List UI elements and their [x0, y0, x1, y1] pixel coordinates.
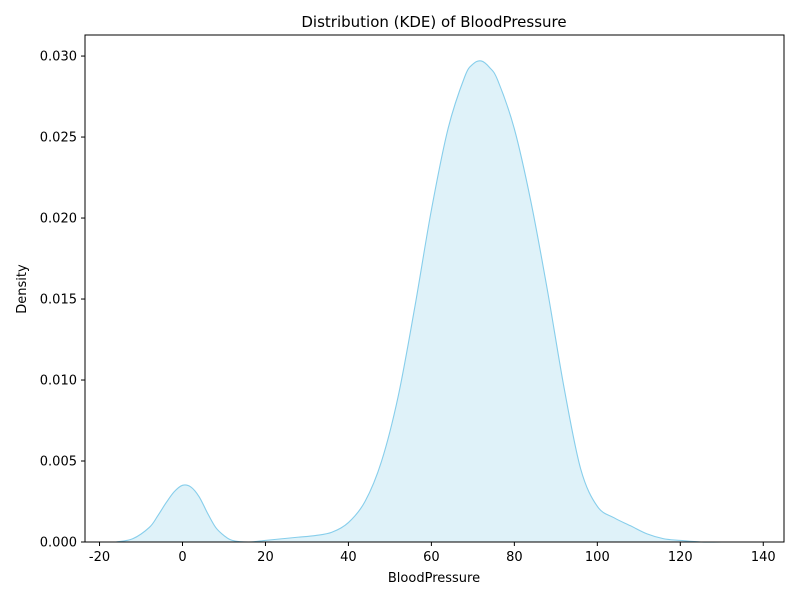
y-axis-label: Density: [15, 264, 30, 314]
y-tick-label: 0.005: [40, 455, 77, 470]
chart-title: Distribution (KDE) of BloodPressure: [301, 13, 566, 31]
x-tick-label: 80: [506, 550, 523, 565]
x-tick-label: 140: [751, 550, 776, 565]
x-tick-label: -20: [89, 550, 110, 565]
plot-frame: [84, 34, 785, 543]
y-tick-label: 0.015: [40, 293, 77, 308]
kde-curve-line: [116, 60, 751, 543]
y-tick-label: 0.010: [40, 374, 77, 389]
x-tick-label: 40: [340, 550, 357, 565]
x-tick-label: 60: [423, 550, 440, 565]
x-tick-label: 0: [178, 550, 186, 565]
y-tick-label: 0.025: [40, 131, 77, 146]
x-axis-label: BloodPressure: [388, 571, 480, 586]
plot-area: [116, 60, 751, 543]
kde-area-fill: [116, 60, 751, 543]
y-tick-label: 0.000: [40, 536, 77, 551]
x-tick-label: 20: [257, 550, 274, 565]
y-tick-label: 0.030: [40, 50, 77, 65]
axes: -20 0 20 40 60 80 100 120 140 0.000 0.005 0.010 0.01…: [40, 34, 785, 565]
x-tick-label: 100: [585, 550, 610, 565]
x-tick-label: 120: [668, 550, 693, 565]
y-tick-label: 0.020: [40, 212, 77, 227]
